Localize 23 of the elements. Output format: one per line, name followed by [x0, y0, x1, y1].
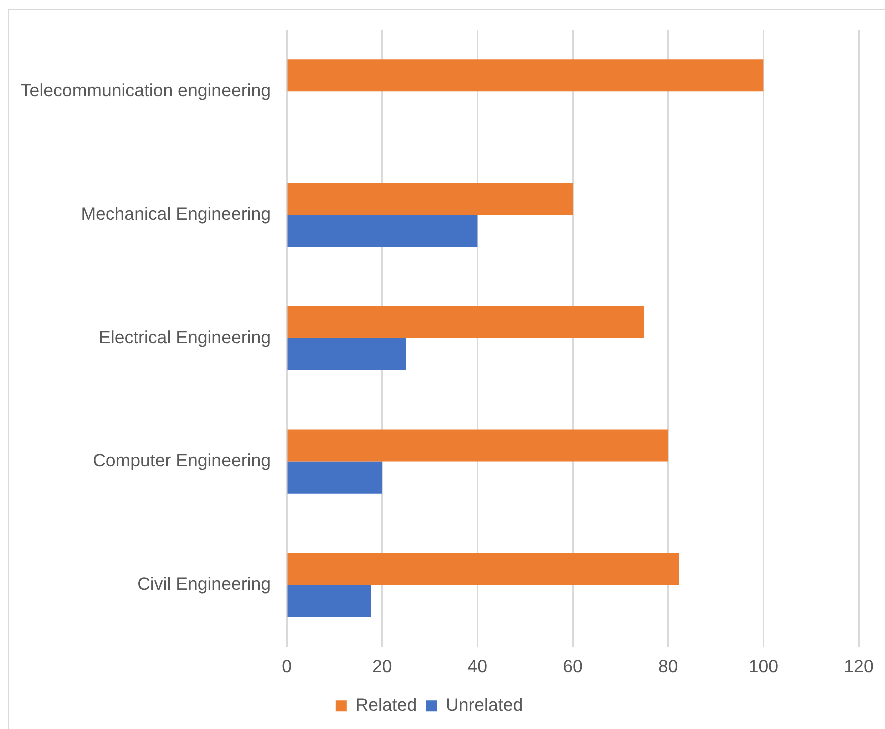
- bar: [288, 215, 478, 248]
- legend-label: Related: [356, 695, 418, 715]
- x-tick-label: 60: [563, 656, 583, 676]
- x-tick-label: 40: [468, 656, 488, 676]
- x-tick-label: 80: [658, 656, 678, 676]
- bar: [288, 182, 573, 216]
- x-tick-label: 0: [282, 656, 292, 676]
- x-tick-label: 20: [372, 656, 392, 676]
- y-tick-label: Computer Engineering: [93, 450, 271, 471]
- bar: [288, 553, 680, 586]
- y-tick-label: Electrical Engineering: [99, 327, 271, 348]
- bar: [288, 585, 372, 618]
- bar: [288, 338, 406, 370]
- bar: [288, 306, 644, 338]
- x-tick-label: 100: [748, 656, 779, 676]
- bar: [288, 60, 764, 92]
- legend-label: Unrelated: [446, 695, 524, 715]
- y-tick-label: Civil Engineering: [138, 574, 271, 594]
- x-tick-label: 120: [844, 656, 874, 676]
- y-tick-label: Mechanical Engineering: [81, 204, 271, 224]
- bar: [288, 462, 382, 494]
- bar: [288, 430, 668, 462]
- y-tick-label: Telecommunication engineering: [20, 80, 271, 101]
